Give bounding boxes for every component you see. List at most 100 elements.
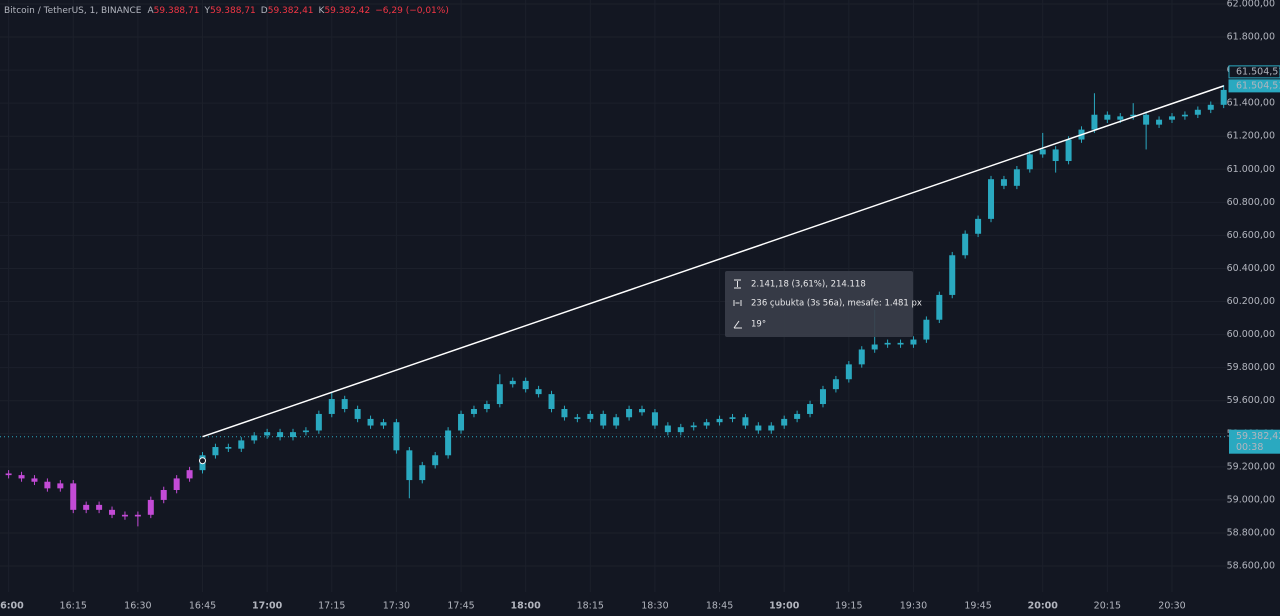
candle xyxy=(613,413,620,429)
price-label: 59.382,42 xyxy=(1236,431,1280,442)
candle-body xyxy=(264,432,271,436)
candle xyxy=(432,451,439,469)
candle xyxy=(1065,136,1072,165)
candle xyxy=(548,390,555,413)
candle-body xyxy=(910,339,917,345)
candle-body xyxy=(109,509,116,515)
candle xyxy=(626,405,633,421)
candle-body xyxy=(1168,116,1175,120)
candle-body xyxy=(600,413,607,426)
y-tick-label: 58.800,00 xyxy=(1227,527,1275,538)
candle xyxy=(70,480,77,514)
tooltip-line: 19° xyxy=(751,320,766,330)
candle xyxy=(690,422,697,431)
candle xyxy=(509,377,516,388)
legend-key: A xyxy=(147,6,154,16)
x-tick-label: 18:30 xyxy=(641,601,668,612)
candle xyxy=(768,422,775,434)
candle-body xyxy=(1039,149,1046,155)
candle xyxy=(225,443,232,452)
candle xyxy=(483,400,490,413)
x-tick-label: 17:00 xyxy=(252,601,283,612)
x-tick-label: 19:45 xyxy=(964,601,991,612)
candle-body xyxy=(975,218,982,234)
candle-body xyxy=(1052,149,1059,162)
candle xyxy=(807,400,814,418)
x-tick-label: 16:45 xyxy=(189,601,216,612)
candle xyxy=(975,215,982,238)
symbol: Bitcoin / TetherUS, 1, BINANCE xyxy=(4,6,142,16)
candle xyxy=(5,470,12,479)
candle-body xyxy=(626,408,633,418)
candle xyxy=(83,501,90,514)
candle xyxy=(574,413,581,423)
candle-body xyxy=(845,364,852,380)
candle-body xyxy=(755,425,762,431)
candle-body xyxy=(664,425,671,433)
candle xyxy=(406,447,413,499)
legend-value: 59.382,42 xyxy=(324,6,370,16)
candle-body xyxy=(367,418,374,426)
icon xyxy=(733,320,742,329)
candle xyxy=(251,432,258,444)
candle xyxy=(781,415,788,429)
candle-body xyxy=(897,342,904,345)
candle-body xyxy=(1026,154,1033,170)
candle xyxy=(1143,111,1150,150)
y-tick-label: 60.400,00 xyxy=(1227,263,1275,274)
x-tick-label: 20:00 xyxy=(1028,601,1059,612)
candle-body xyxy=(1143,114,1150,125)
candle-body xyxy=(147,499,154,515)
legend-value: 59.388,71 xyxy=(210,6,256,16)
candle-body xyxy=(1104,114,1111,120)
candle-body xyxy=(432,455,439,466)
candle-body xyxy=(315,413,322,431)
candle xyxy=(716,415,723,426)
candle-body xyxy=(5,473,12,476)
y-tick-label: 61.000,00 xyxy=(1227,164,1275,175)
candle-body xyxy=(96,504,103,510)
candle-body xyxy=(483,404,490,409)
candle xyxy=(134,511,141,527)
trend-line xyxy=(202,85,1224,438)
measure-tooltip: 2.141,18 (3,61%), 214.118 236 çubukta (3… xyxy=(725,271,922,337)
x-tick-label: 16:00 xyxy=(0,601,24,612)
candle xyxy=(496,374,503,408)
candle-body xyxy=(289,432,296,438)
candle-body xyxy=(212,447,219,456)
candle-body xyxy=(703,422,710,426)
y-tick-label: 58.600,00 xyxy=(1227,561,1275,572)
candle xyxy=(664,422,671,436)
candle-body xyxy=(328,399,335,414)
candle xyxy=(1220,84,1227,109)
candle-body xyxy=(419,465,426,481)
candle-body xyxy=(794,413,801,419)
y-tick-label: 61.200,00 xyxy=(1227,131,1275,142)
candle xyxy=(354,405,361,423)
candle-body xyxy=(1065,139,1072,162)
candle-body xyxy=(238,440,245,449)
candle xyxy=(302,427,309,436)
legend-key: Y xyxy=(203,6,210,16)
candle xyxy=(639,405,646,416)
candle-body xyxy=(173,478,180,490)
candle-body xyxy=(561,408,568,418)
candle xyxy=(794,410,801,423)
y-tick-label: 60.200,00 xyxy=(1227,296,1275,307)
candle xyxy=(703,418,710,429)
candle-body xyxy=(134,514,141,517)
legend-value: 59.388,71 xyxy=(154,6,200,16)
x-tick-label: 16:30 xyxy=(124,601,151,612)
x-tick-label: 20:30 xyxy=(1158,601,1185,612)
candle-body xyxy=(768,425,775,431)
candle xyxy=(988,175,995,223)
candle xyxy=(57,480,64,492)
candle-body xyxy=(677,427,684,433)
candle-body xyxy=(1000,179,1007,186)
end-label: 61.504,51 xyxy=(1236,80,1280,91)
candle-body xyxy=(690,425,697,428)
legend-key: K xyxy=(319,6,326,16)
candle xyxy=(367,415,374,429)
candle xyxy=(1091,93,1098,133)
